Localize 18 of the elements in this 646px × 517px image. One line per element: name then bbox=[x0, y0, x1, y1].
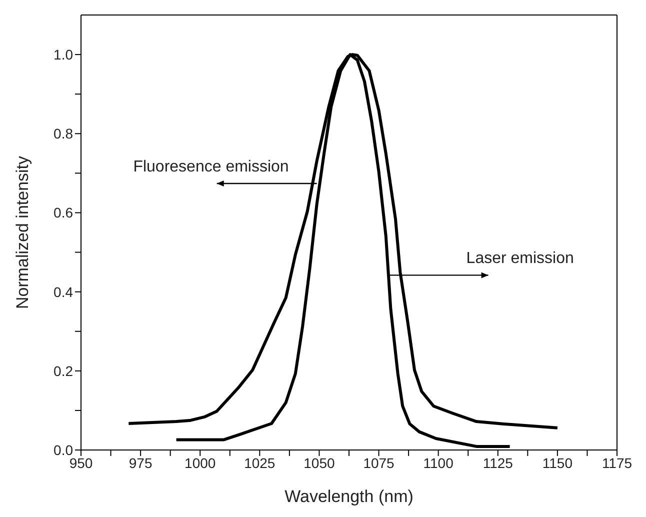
x-tick-label: 1125 bbox=[482, 454, 514, 471]
x-axis-title: Wavelength (nm) bbox=[284, 487, 414, 506]
x-tick-label: 975 bbox=[128, 454, 152, 471]
x-tick-label: 1050 bbox=[304, 454, 336, 471]
x-tick-label: 1100 bbox=[423, 454, 454, 471]
y-tick-label: 0.8 bbox=[54, 126, 74, 142]
x-tick-label: 1175 bbox=[602, 454, 632, 471]
x-tick-label: 1000 bbox=[184, 454, 216, 471]
x-tick-label: 1025 bbox=[244, 454, 276, 471]
y-axis-title: Normalized intensity bbox=[13, 155, 32, 310]
x-tick-label: 1150 bbox=[542, 454, 573, 471]
y-tick-label: 0.6 bbox=[54, 204, 74, 221]
y-tick-label: 1.0 bbox=[54, 46, 74, 63]
y-tick-label: 0.2 bbox=[54, 362, 74, 379]
x-tick-label: 1075 bbox=[363, 454, 395, 471]
annotation: Laser emission bbox=[466, 250, 574, 268]
y-tick-label: 0.4 bbox=[54, 284, 74, 300]
annotation: Fluoresence emission bbox=[133, 158, 289, 176]
